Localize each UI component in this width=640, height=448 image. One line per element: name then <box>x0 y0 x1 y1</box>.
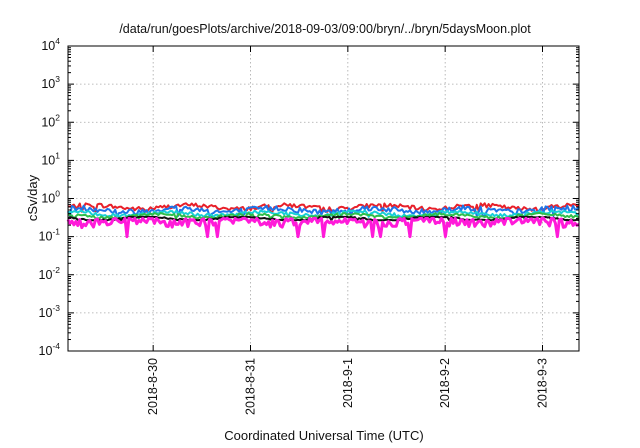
y-tick-label: 101 <box>41 150 60 167</box>
x-tick-label: 2018-8-30 <box>146 358 160 415</box>
chart-title: /data/run/goesPlots/archive/2018-09-03/0… <box>119 22 531 36</box>
y-tick-label: 104 <box>41 36 60 53</box>
y-tick-label: 10-3 <box>39 303 61 320</box>
x-tick-label: 2018-9-3 <box>536 358 550 408</box>
axis-ticks <box>68 45 579 352</box>
x-tick-label: 2018-9-2 <box>438 358 452 408</box>
y-tick-labels: 10-4 10-3 10-2 10-1 100 101 102 103 104 <box>39 36 61 358</box>
series-line-red <box>68 202 580 213</box>
x-tick-label: 2018-9-1 <box>341 358 355 408</box>
y-tick-label: 10-2 <box>39 265 61 282</box>
y-tick-label: 100 <box>41 189 60 206</box>
grid <box>68 46 579 351</box>
y-tick-label: 102 <box>41 112 60 129</box>
series-line-black <box>67 215 580 222</box>
y-axis-label: cSv/day <box>25 174 40 221</box>
y-tick-label: 10-1 <box>39 227 61 244</box>
y-tick-label: 103 <box>41 74 60 91</box>
series-line-blue <box>67 204 580 217</box>
x-axis-label: Coordinated Universal Time (UTC) <box>224 428 423 443</box>
x-tick-label: 2018-8-31 <box>244 358 258 415</box>
series-layer <box>66 202 580 239</box>
x-tick-labels: 2018-8-30 2018-8-31 2018-9-1 2018-9-2 2018-9… <box>146 358 549 415</box>
series-line-magenta <box>66 216 580 239</box>
y-tick-label: 10-4 <box>39 341 61 358</box>
